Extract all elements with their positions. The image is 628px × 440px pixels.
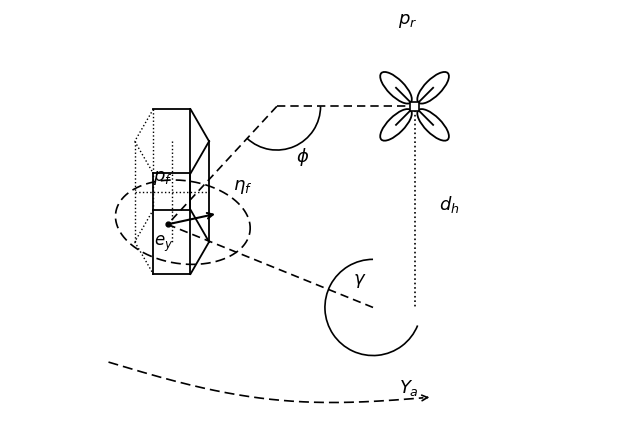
Text: $d_h$: $d_h$: [438, 194, 459, 215]
Text: $p_r$: $p_r$: [398, 12, 418, 30]
FancyBboxPatch shape: [409, 102, 420, 111]
Text: $\gamma$: $\gamma$: [353, 272, 367, 290]
Text: $e_y$: $e_y$: [153, 234, 173, 254]
Text: $\phi$: $\phi$: [296, 146, 310, 168]
Text: $p_f$: $p_f$: [153, 169, 173, 187]
Text: $Y_a$: $Y_a$: [399, 378, 419, 398]
Text: $\eta_f$: $\eta_f$: [233, 178, 252, 196]
